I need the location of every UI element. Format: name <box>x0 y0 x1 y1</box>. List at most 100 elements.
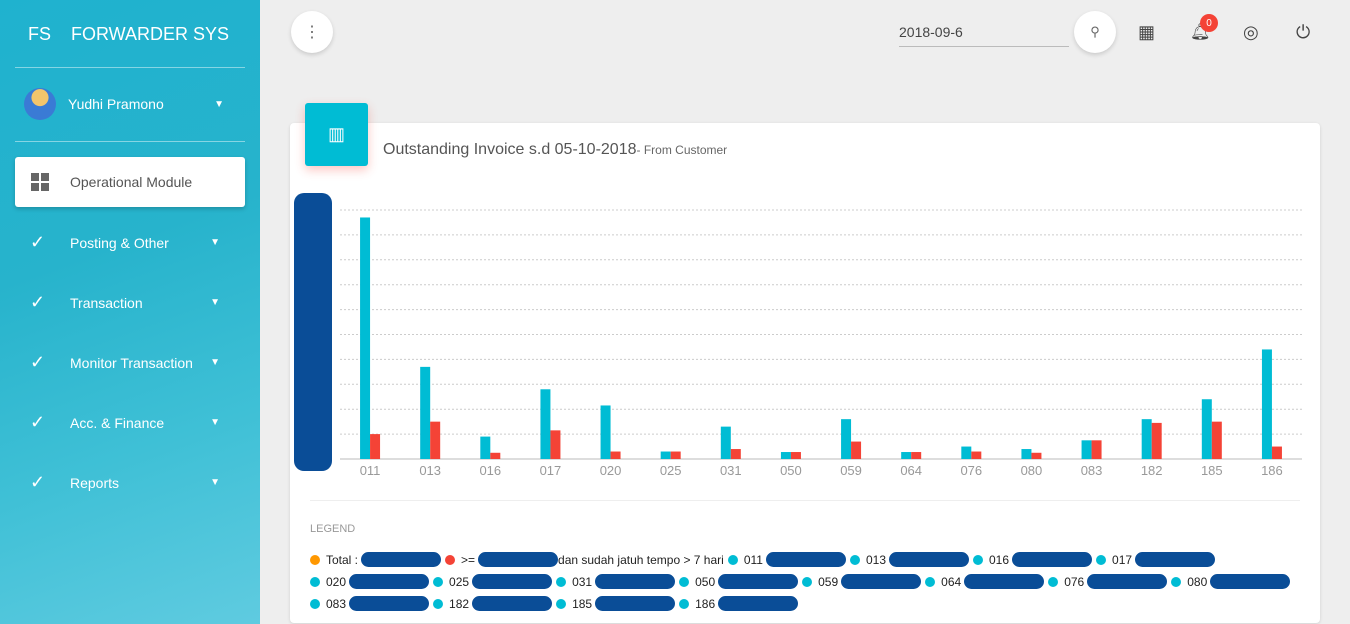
bar-017-outstanding <box>540 389 551 459</box>
logo-short: FS <box>28 24 52 44</box>
legend-dot <box>1171 577 1182 587</box>
redacted-text <box>1012 552 1093 567</box>
legend-dot <box>556 577 567 587</box>
legend-dot <box>310 599 320 609</box>
sidebar-item-label: Transaction <box>70 294 143 311</box>
sidebar-item-label: Acc. & Finance <box>70 414 165 431</box>
x-tick-label: 016 <box>479 463 501 478</box>
legend: Total : >= dan sudah jatuh tempo > 7 hari 0… <box>310 549 1300 615</box>
sidebar-item-label: Monitor Transaction <box>70 354 193 371</box>
x-tick-label: 064 <box>900 463 922 478</box>
bar-011-outstanding <box>360 217 371 459</box>
redacted-text <box>841 574 922 589</box>
redacted-text <box>595 574 676 589</box>
sidebar-item-operational-module[interactable]: Operational Module <box>15 157 245 207</box>
power-icon[interactable]: ⏻ <box>1296 22 1311 42</box>
legend-label: 020 <box>326 575 347 589</box>
caret-down-icon: ▼ <box>210 417 220 428</box>
legend-label: 080 <box>1187 575 1208 589</box>
redacted-text <box>765 552 846 567</box>
bar-013-outstanding <box>420 366 431 459</box>
redacted-text <box>472 596 553 611</box>
bar-020-overdue <box>610 451 621 459</box>
x-tick-label: 031 <box>720 463 742 478</box>
redacted-text <box>349 596 430 611</box>
bar-050-overdue <box>790 452 801 459</box>
app-logo[interactable]: FS FORWARDER SYS <box>28 24 229 45</box>
redacted-text <box>472 574 553 589</box>
redacted-text <box>718 574 799 589</box>
redacted-text <box>595 596 676 611</box>
x-tick-label: 059 <box>840 463 862 478</box>
bar-186-outstanding <box>1261 349 1272 459</box>
legend-dot <box>310 555 320 565</box>
check-icon: ✓ <box>30 412 46 432</box>
legend-item: 016 <box>973 549 1093 571</box>
legend-title: LEGEND <box>310 523 356 535</box>
legend-dot <box>679 577 690 587</box>
bar-017-overdue <box>550 430 561 459</box>
sidebar-item-label: Reports <box>70 474 120 491</box>
bar-031-outstanding <box>720 426 731 459</box>
user-menu[interactable]: Yudhi Pramono ▼ <box>24 88 224 120</box>
x-tick-label: 050 <box>780 463 802 478</box>
check-icon: ✓ <box>30 292 46 312</box>
redacted-y-axis <box>294 193 332 471</box>
bar-050-outstanding <box>780 452 791 459</box>
legend-label: 050 <box>695 575 716 589</box>
redacted-text <box>1210 574 1291 589</box>
legend-item: 185 <box>556 593 676 615</box>
dashboard-icon[interactable]: ▦ <box>1138 22 1156 42</box>
caret-down-icon: ▼ <box>214 98 224 110</box>
legend-item: 025 <box>433 571 553 593</box>
legend-label: 185 <box>572 597 593 611</box>
legend-dot <box>1096 555 1107 565</box>
notification-badge: 0 <box>1200 14 1218 32</box>
legend-suffix: dan sudah jatuh tempo > 7 hari <box>558 553 724 567</box>
legend-dot <box>849 555 860 565</box>
redacted-text <box>349 574 430 589</box>
redacted-text <box>964 574 1045 589</box>
legend-label: 059 <box>818 575 839 589</box>
bar-182-overdue <box>1151 422 1162 459</box>
redacted-text <box>889 552 969 567</box>
sidebar-item-posting[interactable]: ✓ Posting & Other ▼ <box>30 232 220 253</box>
search-button[interactable]: ⚲ <box>1074 11 1116 53</box>
legend-item: 076 <box>1048 571 1168 593</box>
redacted-text <box>718 596 799 611</box>
legend-dot <box>556 599 567 609</box>
bar-016-outstanding <box>480 436 491 459</box>
fingerprint-icon[interactable]: ◎ <box>1243 22 1259 42</box>
x-tick-label: 080 <box>1021 463 1043 478</box>
more-vert-button[interactable]: ⋮ <box>291 11 333 53</box>
legend-item: 020 <box>310 571 430 593</box>
bar-064-overdue <box>911 452 922 459</box>
legend-label: 076 <box>1064 575 1085 589</box>
legend-dot <box>727 555 738 565</box>
legend-label: 083 <box>326 597 347 611</box>
bar-016-overdue <box>490 452 501 459</box>
legend-item: 059 <box>802 571 922 593</box>
check-icon: ✓ <box>30 232 46 252</box>
date-input[interactable]: 2018-09-6 <box>899 18 1069 47</box>
x-tick-label: 186 <box>1261 463 1283 478</box>
divider <box>310 500 1300 501</box>
bar-059-outstanding <box>841 419 852 459</box>
bar-064-outstanding <box>901 452 912 459</box>
x-tick-label: 017 <box>540 463 562 478</box>
bar-025-outstanding <box>660 451 671 459</box>
legend-dot <box>310 577 320 587</box>
title-text: Outstanding Invoice s.d 05-10-2018 <box>383 141 637 158</box>
card-subtitle: - From Customer <box>636 143 728 157</box>
redacted-text <box>1135 552 1216 567</box>
divider <box>15 141 245 142</box>
bar-080-overdue <box>1031 452 1042 459</box>
sidebar-item-transaction[interactable]: ✓ Transaction ▼ <box>30 292 220 313</box>
legend-label: 017 <box>1112 553 1133 567</box>
bar-025-overdue <box>670 451 681 459</box>
sidebar-item-acc-finance[interactable]: ✓ Acc. & Finance ▼ <box>30 412 220 433</box>
sidebar-item-reports[interactable]: ✓ Reports ▼ <box>30 472 220 493</box>
legend-dot <box>679 599 690 609</box>
bar-076-outstanding <box>961 446 972 459</box>
sidebar-item-monitor-transaction[interactable]: ✓ Monitor Transaction ▼ <box>30 352 220 373</box>
